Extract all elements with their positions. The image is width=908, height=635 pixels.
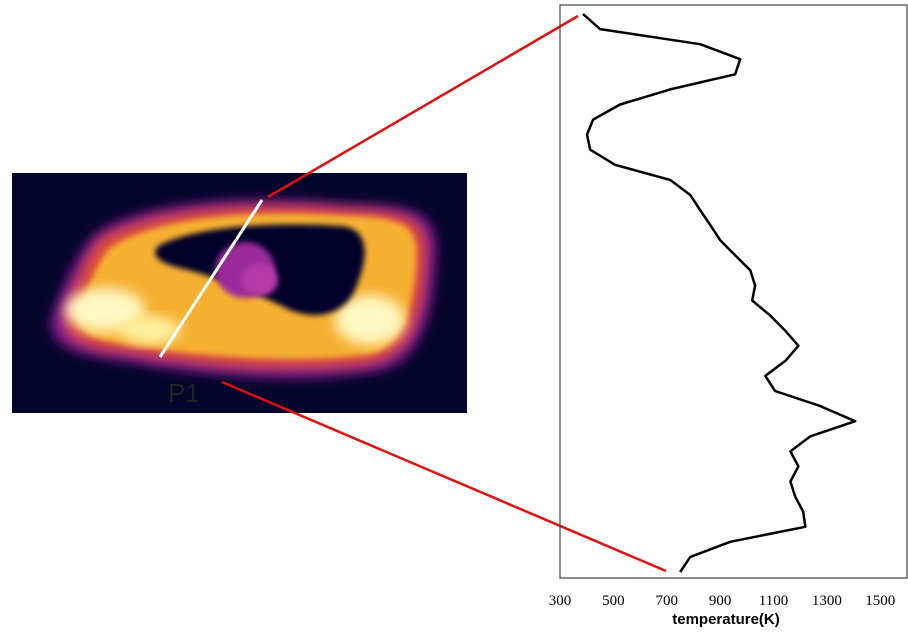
x-tick-label: 1100 xyxy=(759,593,788,609)
point-label: P1 xyxy=(168,378,200,408)
x-tick-label: 500 xyxy=(602,593,625,609)
connector xyxy=(268,16,578,197)
thermal-image xyxy=(12,173,467,413)
temperature-line xyxy=(583,14,855,572)
figure: P1 temperature(K) 300 500 700 900 1100 1300 15… xyxy=(0,0,908,635)
plot-frame xyxy=(560,5,907,578)
x-axis-label: temperature(K) xyxy=(672,611,780,628)
x-tick-label: 300 xyxy=(549,593,572,609)
x-tick-label: 900 xyxy=(709,593,732,609)
x-tick-label: 1300 xyxy=(812,593,842,609)
x-tick-label: 700 xyxy=(656,593,679,609)
x-tick-label: 1500 xyxy=(865,593,895,609)
